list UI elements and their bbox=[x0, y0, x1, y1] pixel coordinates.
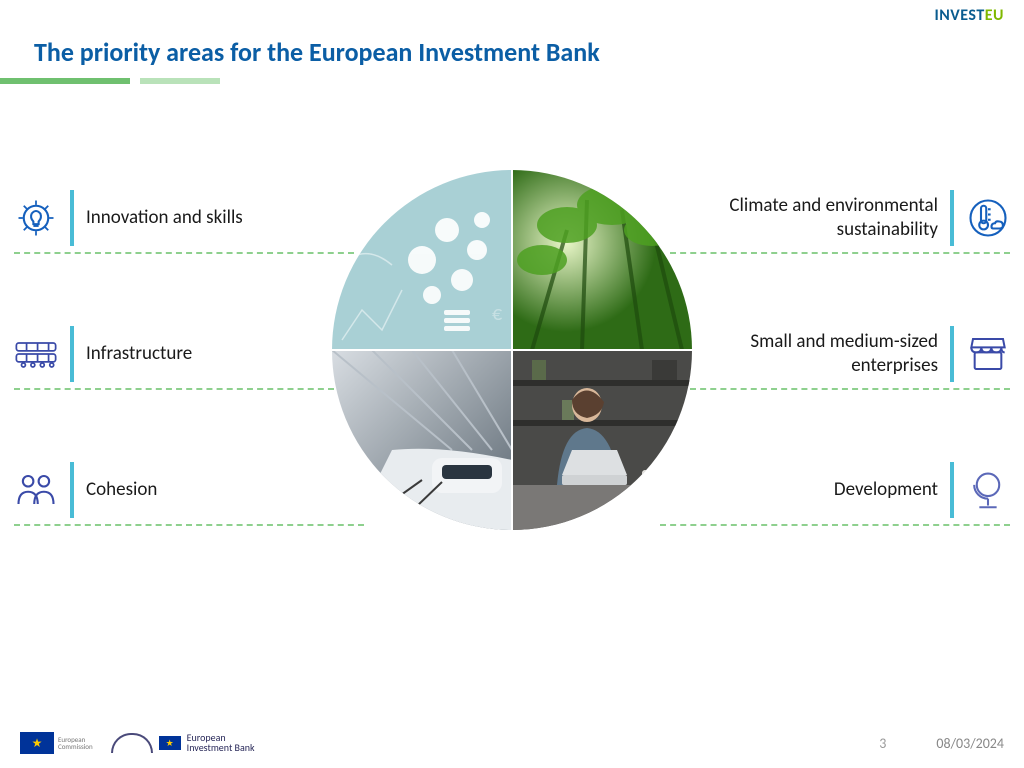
thermometer-cloud-icon bbox=[966, 196, 1010, 240]
dash-line bbox=[670, 252, 1010, 254]
train-icon bbox=[14, 332, 58, 376]
svg-text:$: $ bbox=[352, 199, 363, 226]
quadrant-innovation: $ € bbox=[332, 170, 512, 350]
quadrant-infrastructure bbox=[332, 350, 512, 530]
eu-flag-small-icon: ★ bbox=[159, 736, 181, 750]
dash-line bbox=[14, 388, 334, 390]
eib-arc-icon bbox=[111, 733, 153, 753]
item-cohesion: Cohesion bbox=[14, 462, 157, 518]
separator-bar bbox=[70, 326, 74, 382]
logo-part2: EU bbox=[985, 6, 1004, 25]
dash-line bbox=[14, 252, 354, 254]
eu-flag-icon: ★ bbox=[20, 732, 54, 754]
title-underline-1 bbox=[0, 78, 130, 84]
page-title: The priority areas for the European Inve… bbox=[34, 36, 600, 68]
item-label: Climate and environmental sustainability bbox=[708, 194, 938, 242]
globe-stand-icon bbox=[966, 468, 1010, 512]
people-icon bbox=[14, 468, 58, 512]
investeu-logo: INVESTEU bbox=[935, 6, 1005, 25]
dash-line bbox=[660, 524, 1010, 526]
ec-label: European Commission bbox=[58, 736, 93, 750]
separator-bar bbox=[950, 462, 954, 518]
separator-bar bbox=[70, 190, 74, 246]
separator-bar bbox=[950, 326, 954, 382]
separator-bar bbox=[950, 190, 954, 246]
dash-line bbox=[690, 388, 1010, 390]
item-label: Innovation and skills bbox=[86, 206, 243, 230]
item-climate: Climate and environmental sustainability bbox=[708, 190, 1010, 246]
svg-text:€: € bbox=[492, 302, 502, 326]
item-innovation: Innovation and skills bbox=[14, 190, 243, 246]
page-number: 3 bbox=[879, 735, 886, 752]
eib-label: European Investment Bank bbox=[187, 733, 255, 753]
quadrant-sme bbox=[512, 350, 692, 530]
item-development: Development bbox=[834, 462, 1010, 518]
eib-logo: ★ European Investment Bank bbox=[111, 733, 255, 753]
circle-divider-horizontal bbox=[332, 349, 692, 351]
item-sme: Small and medium-sized enterprises bbox=[738, 326, 1010, 382]
item-label: Infrastructure bbox=[86, 342, 192, 366]
dash-line bbox=[14, 524, 364, 526]
item-label: Development bbox=[834, 478, 938, 502]
item-label: Cohesion bbox=[86, 478, 157, 502]
item-label: Small and medium-sized enterprises bbox=[738, 330, 938, 378]
item-infrastructure: Infrastructure bbox=[14, 326, 192, 382]
title-underline-2 bbox=[140, 78, 220, 84]
footer-date: 08/03/2024 bbox=[936, 735, 1004, 752]
separator-bar bbox=[70, 462, 74, 518]
footer: ★ European Commission ★ European Investm… bbox=[20, 732, 1004, 754]
shop-icon bbox=[966, 332, 1010, 376]
lightbulb-gear-icon bbox=[14, 196, 58, 240]
logo-part1: INVEST bbox=[935, 6, 985, 25]
ec-logo: ★ European Commission bbox=[20, 732, 93, 754]
quadrant-climate bbox=[512, 170, 692, 350]
